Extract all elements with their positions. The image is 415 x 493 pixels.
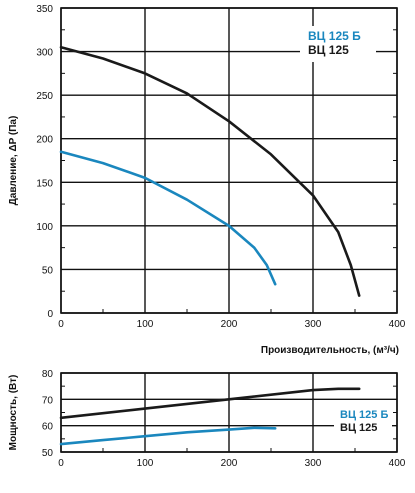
chart0-series-line-0 <box>61 152 275 284</box>
chart0-y-axis-label: Давление, ΔP (Па) <box>8 116 19 206</box>
chart1-x-tick-label: 400 <box>389 458 406 469</box>
chart0-y-tick-label: 150 <box>36 178 53 189</box>
chart1-x-tick-label: 0 <box>58 458 64 469</box>
chart1-y-tick-label: 60 <box>42 422 54 433</box>
chart1-y-tick-label: 70 <box>42 395 54 406</box>
chart0-legend-label-0: ВЦ 125 Б <box>308 29 361 43</box>
chart0-y-tick-label: 0 <box>47 309 53 320</box>
chart0-y-tick-label: 100 <box>36 222 53 233</box>
chart0-x-tick-label: 100 <box>137 319 154 330</box>
chart1-legend-label-1: ВЦ 125 <box>340 422 377 434</box>
chart1-series-line-0 <box>61 428 275 444</box>
chart0-y-tick-label: 50 <box>42 265 54 276</box>
chart0-y-tick-label: 350 <box>36 4 53 15</box>
chart1-legend-label-0: ВЦ 125 Б <box>340 409 388 421</box>
chart1-x-tick-label: 100 <box>137 458 154 469</box>
chart1-x-tick-label: 300 <box>305 458 322 469</box>
chart0-x-tick-label: 200 <box>221 319 238 330</box>
chart0-x-tick-label: 400 <box>389 319 406 330</box>
chart1-y-tick-label: 80 <box>42 369 54 380</box>
chart0-series-line-1 <box>61 47 359 295</box>
chart0-y-tick-label: 250 <box>36 91 53 102</box>
chart0-legend-label-1: ВЦ 125 <box>308 43 349 57</box>
chart0-y-tick-label: 200 <box>36 135 53 146</box>
chart1-series-line-1 <box>61 389 359 418</box>
chart1-x-tick-label: 200 <box>221 458 238 469</box>
chart0-x-tick-label: 0 <box>58 319 64 330</box>
chart0-y-tick-label: 300 <box>36 48 53 59</box>
chart0-x-tick-label: 300 <box>305 319 322 330</box>
chart1-y-tick-label: 50 <box>42 448 54 459</box>
chart1-y-axis-label: Мощность, (Вт) <box>8 375 19 451</box>
chart0-x-axis-label: Производительность, (м³/ч) <box>261 345 399 356</box>
